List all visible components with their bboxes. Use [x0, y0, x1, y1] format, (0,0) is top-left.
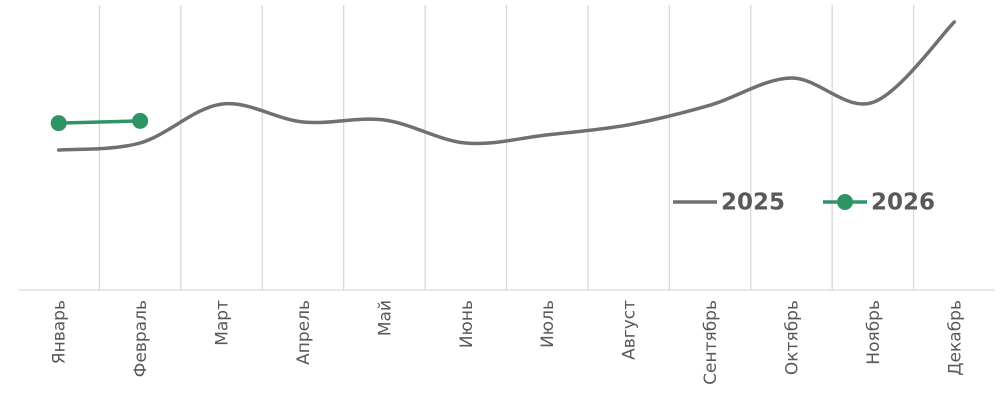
- legend-marker: [837, 194, 853, 210]
- legend-label: 2025: [721, 190, 785, 216]
- x-tick-label: Октябрь: [782, 300, 802, 375]
- series-line: [56, 119, 142, 125]
- x-tick-label: Сентябрь: [701, 300, 721, 385]
- x-tick-label: Июль: [538, 300, 558, 348]
- x-tick-label: Август: [620, 300, 640, 360]
- x-tick-label: Январь: [50, 300, 70, 364]
- series-marker: [132, 112, 149, 129]
- x-tick-label: Апрель: [294, 300, 314, 365]
- x-tick-label: Июнь: [457, 300, 477, 348]
- x-tick-label: Декабрь: [945, 300, 965, 376]
- series-line: [56, 20, 957, 152]
- x-tick-label: Март: [213, 300, 233, 346]
- x-tick-label: Февраль: [131, 300, 151, 377]
- series-marker: [50, 115, 67, 132]
- legend-label: 2026: [871, 190, 935, 216]
- x-tick-label: Май: [375, 300, 395, 336]
- x-tick-label: Ноябрь: [864, 300, 884, 365]
